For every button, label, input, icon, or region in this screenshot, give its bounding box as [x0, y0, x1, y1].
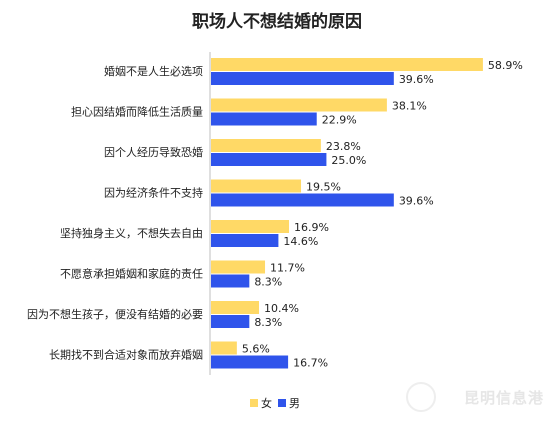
bar-male	[211, 234, 279, 247]
category-label: 长期找不到合适对象而放弃婚姻	[49, 348, 203, 362]
watermark: 昆明信息港	[463, 389, 544, 407]
bar-male	[211, 193, 394, 207]
data-label-male: 39.6%	[399, 195, 434, 208]
bars-group: 婚姻不是人生必选项 58.9% 39.6% 担心因结婚而降低生活质量 38.1% 22.9…	[27, 58, 523, 370]
category-label: 婚姻不是人生必选项	[104, 64, 203, 78]
data-label-male: 8.3%	[254, 316, 282, 329]
bar-female	[211, 139, 321, 152]
data-label-female: 16.9%	[294, 221, 329, 234]
data-label-male: 22.9%	[322, 114, 357, 127]
category-label: 担心因结婚而降低生活质量	[71, 105, 203, 119]
bar-male	[211, 153, 327, 166]
data-label-female: 11.7%	[270, 262, 305, 275]
bar-female	[211, 179, 302, 193]
data-label-male: 8.3%	[254, 276, 282, 289]
bar-female	[211, 301, 260, 314]
category-label: 不愿意承担婚姻和家庭的责任	[60, 267, 203, 281]
bar-male	[211, 72, 394, 85]
category-label: 因个人经历导致恐婚	[104, 145, 203, 159]
data-label-female: 23.8%	[326, 140, 361, 153]
data-label-male: 39.6%	[399, 73, 434, 86]
bar-female	[211, 341, 237, 355]
category-label: 因为不想生孩子，便没有结婚的必要	[27, 307, 203, 321]
category-label: 坚持独身主义，不想失去自由	[60, 226, 203, 240]
data-label-male: 14.6%	[283, 235, 318, 248]
data-label-female: 38.1%	[392, 100, 427, 113]
data-label-female: 58.9%	[488, 59, 523, 72]
legend-label-female: 女	[261, 396, 272, 410]
bar-male	[211, 112, 317, 126]
legend-label-male: 男	[289, 397, 300, 410]
bar-female	[211, 260, 266, 274]
data-label-male: 25.0%	[331, 154, 366, 167]
legend-swatch-male	[278, 399, 286, 407]
bar-female	[211, 58, 483, 71]
data-label-female: 5.6%	[242, 343, 270, 356]
bar-female	[211, 98, 387, 112]
watermark-logo-icon	[406, 382, 436, 412]
data-label-male: 16.7%	[293, 357, 328, 370]
bar-male	[211, 355, 289, 369]
bar-female	[211, 220, 290, 233]
chart-title: 职场人不想结婚的原因	[192, 11, 362, 32]
bar-male	[211, 315, 250, 328]
legend-swatch-female	[250, 399, 258, 407]
legend: 女 男	[250, 396, 300, 410]
data-label-female: 10.4%	[264, 302, 299, 315]
data-label-female: 19.5%	[306, 181, 341, 194]
bar-male	[211, 274, 250, 288]
category-label: 因为经济条件不支持	[104, 186, 203, 200]
